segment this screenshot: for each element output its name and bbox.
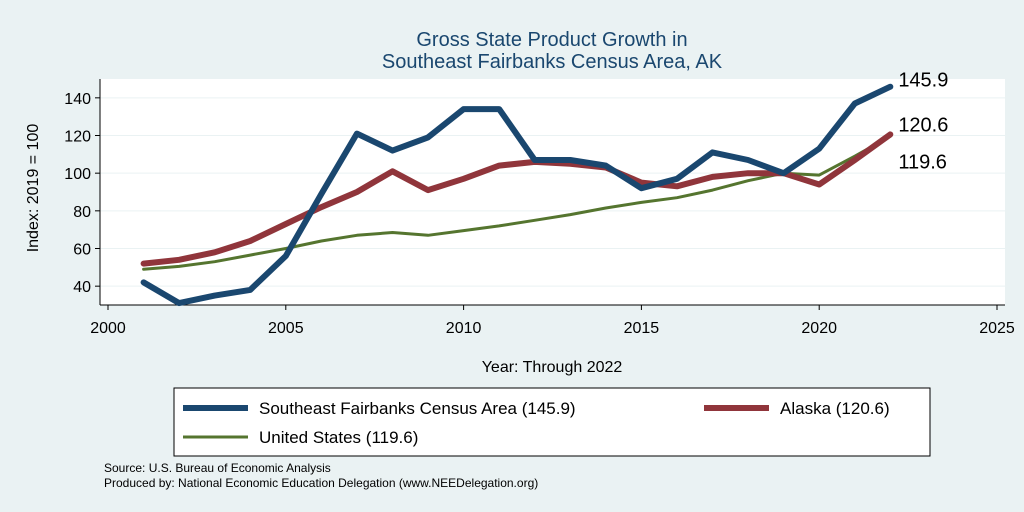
y-tick-label: 100 xyxy=(64,166,91,183)
plot-area xyxy=(100,79,1005,305)
y-tick-label: 40 xyxy=(73,279,91,296)
x-tick-label: 2000 xyxy=(90,320,126,337)
end-label-2: 119.6 xyxy=(898,151,947,173)
end-label-1: 120.6 xyxy=(898,114,948,136)
y-tick-label: 120 xyxy=(64,129,91,146)
legend-label-0: Southeast Fairbanks Census Area (145.9) xyxy=(259,399,576,418)
grid xyxy=(100,97,1005,287)
end-label-0: 145.9 xyxy=(898,70,948,92)
series-lines xyxy=(140,83,894,307)
x-tick-label: 2015 xyxy=(624,320,660,337)
tick-labels: 40 60 80 100 120 140 2000 2005 2010 2015 2020 2025 xyxy=(64,91,1015,337)
x-tick-label: 2005 xyxy=(268,320,304,337)
legend: Southeast Fairbanks Census Area (145.9) A… xyxy=(173,387,931,457)
axes xyxy=(95,79,1005,310)
chart-title-line-1: Gross State Product Growth in xyxy=(416,29,687,51)
legend-box xyxy=(173,387,931,457)
y-tick-label: 60 xyxy=(73,242,91,259)
end-labels: 145.9 120.6 119.6 xyxy=(898,70,948,174)
legend-label-1: Alaska (120.6) xyxy=(780,399,890,418)
x-tick-label: 2010 xyxy=(446,320,482,337)
y-tick-label: 140 xyxy=(64,91,91,108)
series-line-0 xyxy=(140,83,894,307)
y-tick-label: 80 xyxy=(73,204,91,221)
x-tick-label: 2020 xyxy=(801,320,837,337)
x-tick-label: 2025 xyxy=(979,320,1015,337)
series-line-1 xyxy=(140,131,894,267)
series-line-2 xyxy=(142,134,892,271)
source-line: Source: U.S. Bureau of Economic Analysis xyxy=(104,461,331,475)
produced-by-line: Produced by: National Economic Education… xyxy=(104,476,538,490)
legend-label-2: United States (119.6) xyxy=(259,428,418,447)
y-axis-label: Index: 2019 = 100 xyxy=(25,124,42,253)
x-axis-label: Year: Through 2022 xyxy=(482,359,623,376)
chart-title-line-2: Southeast Fairbanks Census Area, AK xyxy=(382,51,723,73)
